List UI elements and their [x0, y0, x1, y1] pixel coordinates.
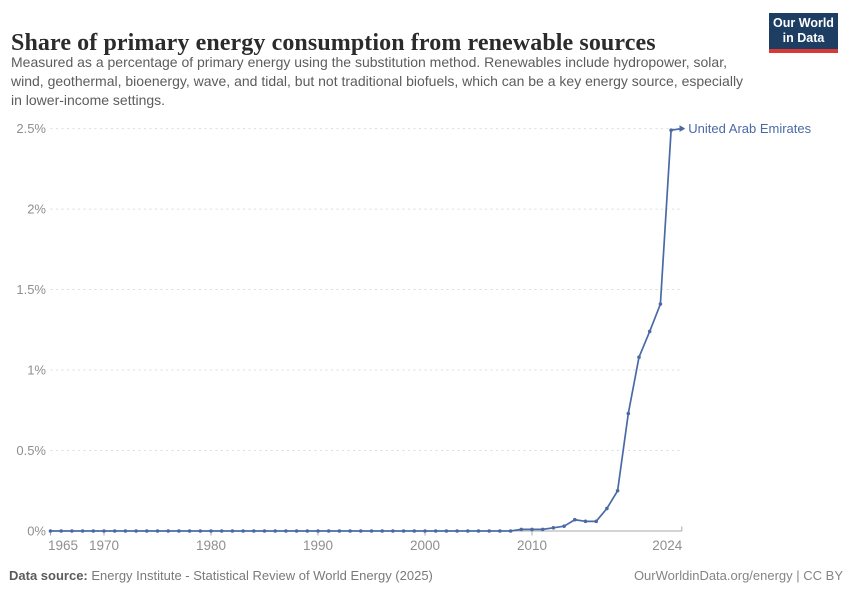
- data-point: [91, 529, 96, 533]
- data-point: [669, 128, 673, 133]
- x-tick-label: 2024: [652, 538, 683, 553]
- data-point: [252, 529, 256, 533]
- data-point: [573, 517, 577, 522]
- owid-logo[interactable]: Our World in Data: [769, 13, 838, 53]
- series-label: United Arab Emirates: [688, 121, 811, 136]
- data-point: [219, 529, 224, 533]
- data-point: [540, 527, 545, 532]
- data-point: [80, 529, 85, 533]
- data-point: [241, 529, 245, 533]
- data-point: [102, 529, 106, 533]
- data-point: [145, 529, 149, 533]
- y-tick-label: 1.5%: [16, 282, 46, 297]
- data-point: [423, 529, 427, 533]
- data-point: [70, 529, 74, 533]
- data-point: [134, 529, 138, 533]
- data-point: [230, 529, 235, 533]
- owid-logo-line1: Our World: [773, 16, 834, 30]
- owid-logo-line2: in Data: [782, 31, 825, 45]
- data-point: [487, 529, 492, 533]
- data-point: [519, 527, 524, 532]
- x-tick-label: 1970: [89, 538, 119, 553]
- y-tick-label: 2%: [27, 202, 46, 217]
- data-point: [369, 529, 374, 533]
- data-point: [626, 411, 631, 416]
- data-point: [209, 529, 213, 533]
- x-tick-label: 2010: [517, 538, 547, 553]
- data-point: [498, 529, 502, 533]
- data-point: [476, 529, 481, 533]
- data-point: [187, 529, 192, 533]
- data-point: [647, 329, 652, 334]
- data-point: [359, 529, 363, 533]
- data-point: [262, 529, 267, 533]
- data-point: [177, 529, 181, 533]
- data-point: [530, 527, 534, 532]
- data-point: [594, 519, 598, 524]
- data-point: [337, 529, 342, 533]
- data-point: [59, 529, 63, 533]
- data-point: [455, 529, 459, 533]
- data-point: [48, 529, 53, 533]
- data-point: [326, 529, 331, 533]
- data-point: [294, 529, 299, 533]
- data-point: [466, 529, 470, 533]
- data-point: [198, 529, 203, 533]
- data-point: [391, 529, 395, 533]
- data-point: [412, 529, 417, 533]
- data-point: [123, 529, 128, 533]
- data-point: [284, 529, 288, 533]
- data-point: [615, 488, 620, 493]
- data-point: [155, 529, 160, 533]
- y-tick-label: 0.5%: [16, 443, 46, 458]
- data-point: [562, 524, 566, 528]
- line-end-arrow-icon: [679, 125, 686, 132]
- data-point: [444, 529, 449, 533]
- x-tick-label: 2000: [410, 538, 440, 553]
- y-tick-label: 2.5%: [16, 121, 46, 136]
- data-point: [433, 529, 438, 533]
- data-point: [605, 506, 609, 511]
- data-source-value: Energy Institute - Statistical Review of…: [87, 568, 433, 583]
- x-tick-label: 1980: [196, 538, 226, 553]
- y-tick-label: 0%: [27, 524, 46, 539]
- data-point: [637, 355, 641, 359]
- data-point: [273, 529, 278, 533]
- data-point: [380, 529, 385, 533]
- data-source-note: Data source: Energy Institute - Statisti…: [9, 568, 433, 583]
- data-point: [508, 529, 513, 533]
- y-tick-label: 1%: [27, 363, 46, 378]
- x-tick-label: 1965: [48, 538, 78, 553]
- data-point: [305, 529, 310, 533]
- data-line: [49, 127, 683, 532]
- data-point: [551, 525, 556, 530]
- chart-title: Share of primary energy consumption from…: [11, 30, 656, 57]
- data-point: [583, 519, 588, 524]
- data-point: [166, 529, 170, 533]
- x-tick-label: 1990: [303, 538, 333, 553]
- chart-subtitle: Measured as a percentage of primary ener…: [11, 54, 744, 108]
- data-point: [658, 302, 663, 306]
- data-source-label: Data source:: [9, 568, 88, 583]
- data-point: [112, 529, 117, 533]
- data-point: [348, 529, 352, 533]
- license-link[interactable]: OurWorldinData.org/energy | CC BY: [633, 568, 843, 583]
- data-point: [401, 529, 406, 533]
- data-point: [316, 529, 320, 533]
